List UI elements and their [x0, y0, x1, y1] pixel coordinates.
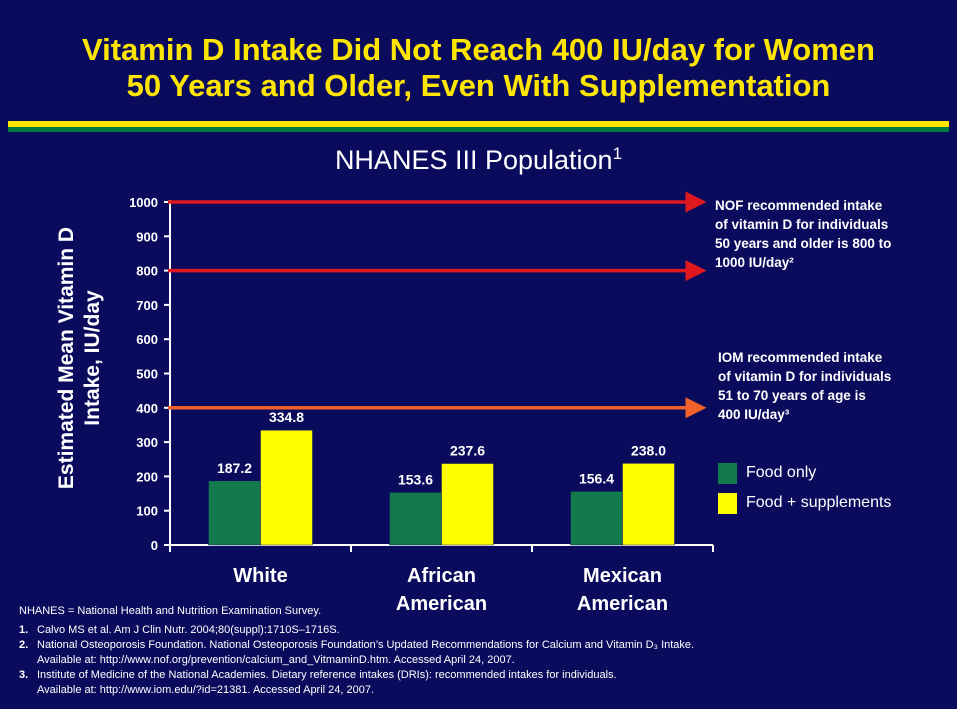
legend-item-food-supplements: Food + supplements	[718, 492, 891, 514]
reference-1-line-1: Calvo MS et al. Am J Clin Nutr. 2004;80(…	[37, 624, 340, 636]
slide-title: Vitamin D Intake Did Not Reach 400 IU/da…	[0, 32, 957, 104]
nof-line-2: of vitamin D for individuals	[715, 217, 889, 232]
bar-label-food-only-0: 187.2	[217, 460, 252, 476]
y-tick-label-900: 900	[136, 229, 158, 244]
iom-line-2: of vitamin D for individuals	[718, 369, 892, 384]
reference-1: 1. Calvo MS et al. Am J Clin Nutr. 2004;…	[19, 623, 939, 638]
nof-annotation: NOF recommended intake of vitamin D for …	[715, 196, 891, 272]
y-tick-label-200: 200	[136, 469, 158, 484]
reference-2-line-2: Available at: http://www.nof.org/prevent…	[37, 654, 515, 666]
reference-2-number: 2.	[19, 639, 29, 651]
iom-annotation: IOM recommended intake of vitamin D for …	[718, 348, 891, 424]
legend-swatch-food-only	[718, 462, 737, 484]
bar-food-supplements-0	[260, 429, 313, 546]
x-category-label-0-0: White	[233, 565, 287, 587]
y-tick-label-800: 800	[136, 264, 158, 279]
x-category-label-1-1: American	[396, 593, 487, 615]
chart-subtitle: NHANES III Population1	[0, 144, 957, 176]
x-category-label-2-0: Mexican	[583, 565, 662, 587]
bar-label-food-supplements-2: 238.0	[631, 442, 666, 458]
y-tick-label-100: 100	[136, 504, 158, 519]
bar-label-food-supplements-0: 334.8	[269, 409, 304, 425]
reference-2-line-1: National Osteoporosis Foundation. Nation…	[37, 639, 695, 651]
y-tick-label-600: 600	[136, 332, 158, 347]
subtitle-ref: 1	[612, 144, 623, 163]
y-tick-label-300: 300	[136, 435, 158, 450]
bar-food-only-2	[570, 491, 623, 546]
legend-item-food-only: Food only	[718, 462, 891, 484]
title-line-1: Vitamin D Intake Did Not Reach 400 IU/da…	[82, 32, 875, 67]
reference-3-line-1: Institute of Medicine of the National Ac…	[37, 669, 617, 681]
nof-line-3: 50 years and older is 800 to	[715, 236, 892, 251]
footnotes: NHANES = National Health and Nutrition E…	[19, 604, 939, 698]
reference-1-number: 1.	[19, 624, 29, 636]
bar-food-only-1	[389, 492, 442, 546]
chart-legend: Food only Food + supplements	[718, 462, 891, 522]
legend-label-food-only: Food only	[746, 464, 817, 481]
nof-line-1: NOF recommended intake	[715, 198, 883, 213]
iom-line-1: IOM recommended intake	[718, 350, 883, 365]
y-tick-label-400: 400	[136, 401, 158, 416]
x-category-label-1-0: African	[407, 565, 476, 587]
legend-swatch-food-supplements	[718, 492, 737, 514]
bar-food-only-0	[208, 480, 261, 546]
reference-3-line-2: Available at: http://www.iom.edu/?id=213…	[37, 684, 375, 696]
bar-food-supplements-2	[622, 463, 675, 546]
iom-line-3: 51 to 70 years of age is	[718, 388, 866, 403]
title-line-2: 50 Years and Older, Even With Supplement…	[126, 68, 831, 103]
y-tick-label-0: 0	[151, 538, 158, 553]
bar-food-supplements-1	[441, 463, 494, 546]
yellow-divider	[8, 121, 949, 127]
subtitle-text: NHANES III Population	[334, 145, 613, 175]
green-divider	[8, 127, 949, 132]
x-category-label-2-1: American	[577, 593, 668, 615]
y-tick-label-700: 700	[136, 298, 158, 313]
y-tick-label-1000: 1000	[129, 195, 158, 210]
reference-3-number: 3.	[19, 669, 29, 681]
bar-label-food-only-2: 156.4	[579, 470, 614, 486]
iom-line-4: 400 IU/day³	[718, 407, 790, 422]
nof-line-4: 1000 IU/day²	[715, 255, 794, 270]
bar-label-food-supplements-1: 237.6	[450, 443, 485, 459]
footnote-definition: NHANES = National Health and Nutrition E…	[19, 605, 322, 617]
reference-2: 2. National Osteoporosis Foundation. Nat…	[19, 638, 939, 668]
bar-label-food-only-1: 153.6	[398, 471, 433, 487]
reference-3: 3. Institute of Medicine of the National…	[19, 668, 939, 698]
y-tick-label-500: 500	[136, 367, 158, 382]
legend-label-food-supplements: Food + supplements	[746, 494, 892, 511]
